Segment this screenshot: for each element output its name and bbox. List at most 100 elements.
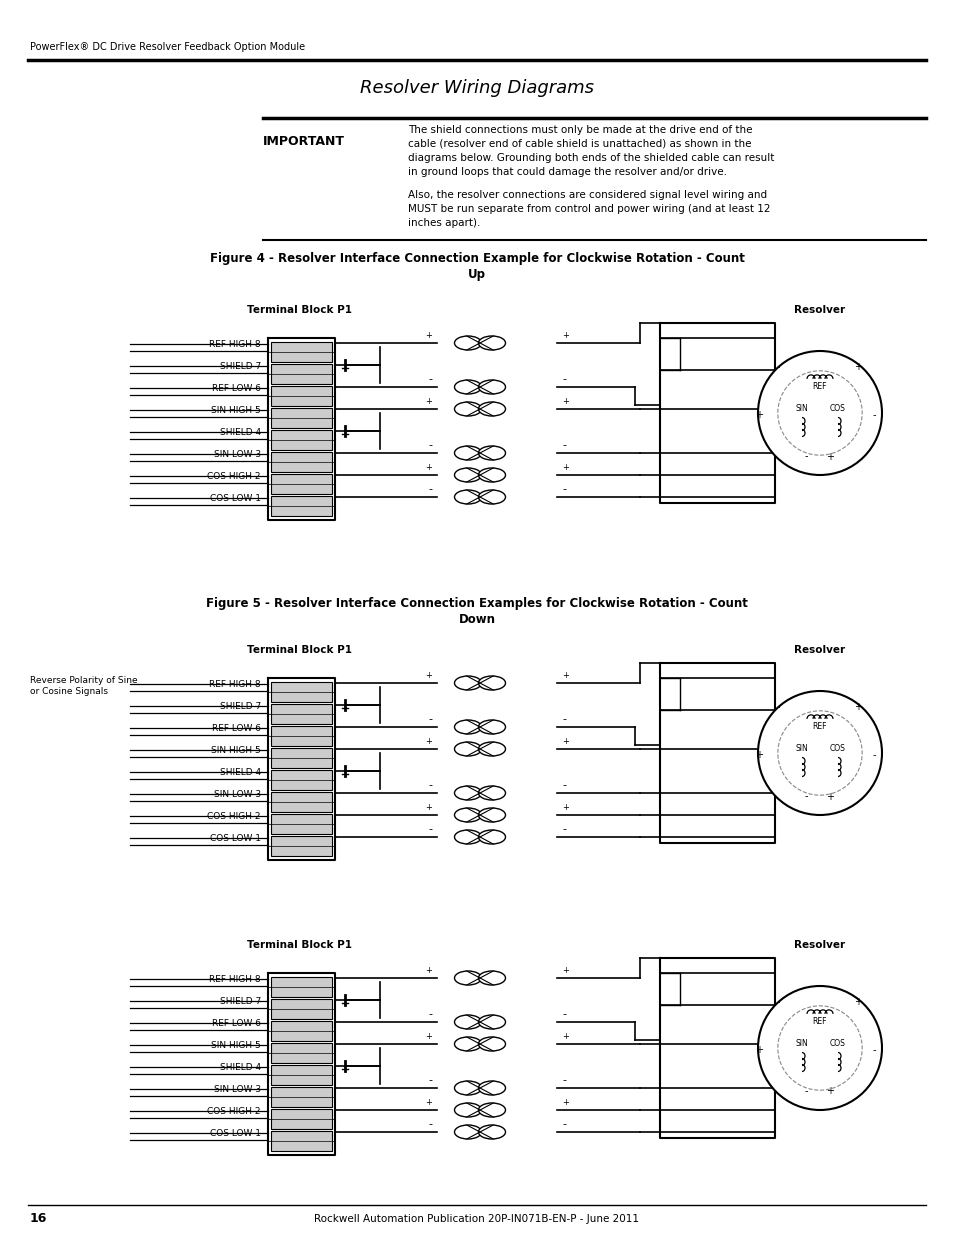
FancyBboxPatch shape <box>271 748 332 768</box>
Ellipse shape <box>478 446 505 459</box>
Text: IMPORTANT: IMPORTANT <box>263 135 345 148</box>
Text: +: + <box>853 362 862 372</box>
FancyBboxPatch shape <box>271 387 332 406</box>
Text: Resolver: Resolver <box>794 940 844 950</box>
Text: +: + <box>425 737 432 746</box>
Text: -: - <box>428 1074 432 1086</box>
FancyBboxPatch shape <box>271 1065 332 1086</box>
Text: Up: Up <box>468 268 485 282</box>
Text: +: + <box>425 1032 432 1041</box>
Ellipse shape <box>478 676 505 690</box>
Ellipse shape <box>454 742 481 756</box>
Text: SHIELD 7: SHIELD 7 <box>219 997 261 1007</box>
Text: REF HIGH 8: REF HIGH 8 <box>209 974 261 984</box>
Text: SHIELD 4: SHIELD 4 <box>219 429 261 437</box>
Text: REF LOW 6: REF LOW 6 <box>212 724 261 734</box>
FancyBboxPatch shape <box>271 769 332 790</box>
FancyBboxPatch shape <box>271 704 332 724</box>
FancyBboxPatch shape <box>271 1131 332 1151</box>
Text: or Cosine Signals: or Cosine Signals <box>30 687 108 697</box>
Text: COS LOW 1: COS LOW 1 <box>210 494 261 503</box>
Text: +: + <box>825 792 833 802</box>
FancyBboxPatch shape <box>271 977 332 997</box>
FancyBboxPatch shape <box>271 726 332 746</box>
Text: -: - <box>803 792 807 802</box>
Text: in ground loops that could damage the resolver and/or drive.: in ground loops that could damage the re… <box>408 167 726 177</box>
Text: SIN LOW 3: SIN LOW 3 <box>213 790 261 799</box>
Text: SIN LOW 3: SIN LOW 3 <box>213 450 261 459</box>
Text: +: + <box>825 1087 833 1097</box>
Text: -: - <box>428 781 432 790</box>
Text: -: - <box>561 1009 565 1019</box>
Ellipse shape <box>478 1037 505 1051</box>
Text: +: + <box>561 1032 568 1041</box>
Ellipse shape <box>478 403 505 416</box>
Text: Rockwell Automation Publication 20P-IN071B-EN-P - June 2011: Rockwell Automation Publication 20P-IN07… <box>314 1214 639 1224</box>
Ellipse shape <box>454 1125 481 1139</box>
FancyBboxPatch shape <box>271 792 332 811</box>
Text: COS HIGH 2: COS HIGH 2 <box>208 811 261 821</box>
Text: +: + <box>853 701 862 711</box>
Text: COS HIGH 2: COS HIGH 2 <box>208 472 261 480</box>
Ellipse shape <box>454 336 481 350</box>
Ellipse shape <box>478 336 505 350</box>
Ellipse shape <box>454 490 481 504</box>
Text: SHIELD 7: SHIELD 7 <box>219 701 261 711</box>
Text: REF HIGH 8: REF HIGH 8 <box>209 680 261 689</box>
Text: +: + <box>425 803 432 811</box>
Text: REF: REF <box>812 1016 826 1026</box>
Ellipse shape <box>478 720 505 734</box>
Text: COS: COS <box>829 404 845 412</box>
Text: +: + <box>425 463 432 472</box>
Text: +: + <box>561 396 568 406</box>
Text: -: - <box>872 1045 875 1055</box>
Text: Resolver: Resolver <box>794 645 844 655</box>
Ellipse shape <box>454 808 481 823</box>
Text: -: - <box>872 750 875 760</box>
Text: COS: COS <box>829 743 845 753</box>
Text: -: - <box>803 452 807 462</box>
Text: +: + <box>561 463 568 472</box>
FancyBboxPatch shape <box>271 814 332 834</box>
Text: +: + <box>425 396 432 406</box>
FancyBboxPatch shape <box>271 1044 332 1063</box>
Ellipse shape <box>454 1015 481 1029</box>
Text: -: - <box>872 410 875 420</box>
Text: SIN LOW 3: SIN LOW 3 <box>213 1086 261 1094</box>
FancyBboxPatch shape <box>271 1021 332 1041</box>
Circle shape <box>758 351 882 475</box>
Text: +: + <box>561 966 568 974</box>
Text: +: + <box>561 671 568 680</box>
Text: Terminal Block P1: Terminal Block P1 <box>247 645 352 655</box>
Text: PowerFlex® DC Drive Resolver Feedback Option Module: PowerFlex® DC Drive Resolver Feedback Op… <box>30 42 305 52</box>
Ellipse shape <box>454 446 481 459</box>
Ellipse shape <box>478 1015 505 1029</box>
Text: SIN: SIN <box>795 1039 807 1049</box>
Text: -: - <box>428 1119 432 1129</box>
Ellipse shape <box>478 380 505 394</box>
Text: +: + <box>561 1098 568 1107</box>
FancyBboxPatch shape <box>271 474 332 494</box>
Text: The shield connections must only be made at the drive end of the: The shield connections must only be made… <box>408 125 752 135</box>
Text: REF: REF <box>812 382 826 391</box>
Text: SIN: SIN <box>795 743 807 753</box>
Text: Terminal Block P1: Terminal Block P1 <box>247 305 352 315</box>
Text: COS HIGH 2: COS HIGH 2 <box>208 1107 261 1116</box>
Ellipse shape <box>454 785 481 800</box>
FancyBboxPatch shape <box>271 430 332 450</box>
Text: +: + <box>825 452 833 462</box>
Text: Figure 4 - Resolver Interface Connection Example for Clockwise Rotation - Count: Figure 4 - Resolver Interface Connection… <box>210 252 743 266</box>
Text: inches apart).: inches apart). <box>408 219 480 228</box>
Ellipse shape <box>454 1037 481 1051</box>
Text: SIN: SIN <box>795 404 807 412</box>
FancyBboxPatch shape <box>271 682 332 701</box>
Text: +: + <box>754 750 762 760</box>
Circle shape <box>758 986 882 1110</box>
Text: MUST be run separate from control and power wiring (and at least 12: MUST be run separate from control and po… <box>408 204 770 214</box>
Text: Also, the resolver connections are considered signal level wiring and: Also, the resolver connections are consi… <box>408 190 766 200</box>
Ellipse shape <box>478 830 505 844</box>
Text: SHIELD 4: SHIELD 4 <box>219 768 261 777</box>
Text: diagrams below. Grounding both ends of the shielded cable can result: diagrams below. Grounding both ends of t… <box>408 153 774 163</box>
Text: -: - <box>776 362 780 372</box>
Text: -: - <box>428 824 432 834</box>
